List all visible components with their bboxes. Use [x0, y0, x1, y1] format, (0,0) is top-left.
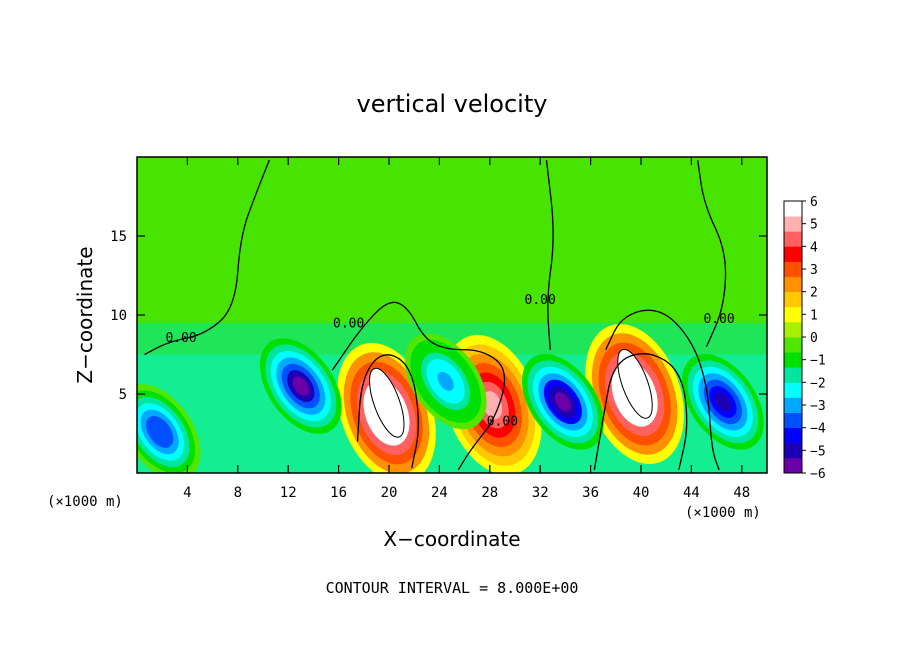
colorbar-swatch: [784, 216, 802, 232]
y-tick-label: 5: [119, 387, 127, 403]
colorbar: 6 5 4 3 2 1 0 −1 −2 −3 −4 −5 −6: [783, 195, 826, 482]
x-tick-label: 28: [481, 485, 498, 501]
colorbar-label: −6: [810, 467, 826, 482]
downdraft-level: [714, 392, 732, 412]
x-unit-left: (×1000 m): [47, 494, 123, 510]
x-tick-label: 32: [532, 485, 549, 501]
colorbar-label: −1: [810, 354, 826, 369]
x-tick-label: 16: [330, 485, 347, 501]
colorbar-label: −3: [810, 399, 826, 414]
core-contour: [617, 348, 653, 419]
x-tick-label: 36: [582, 485, 599, 501]
colorbar-swatch: [784, 246, 802, 262]
colorbar-label: 4: [810, 240, 818, 255]
colorbar-swatch: [784, 382, 802, 398]
zero-contours: [144, 159, 727, 471]
colorbar-swatch: [784, 427, 802, 444]
colorbar-swatch: [784, 337, 802, 353]
x-tick-label: 48: [733, 485, 750, 501]
downdraft-cell: [682, 354, 764, 450]
downdraft-cell: [137, 384, 201, 473]
colorbar-label: −5: [810, 444, 826, 459]
colorbar-label: 0: [810, 331, 818, 346]
colorbar-swatch: [784, 261, 802, 277]
colorbar-swatch: [784, 412, 802, 429]
downdraft-level: [292, 376, 309, 396]
zero-contour-line: [593, 353, 688, 470]
downdraft-level: [554, 392, 572, 412]
y-tick-label: 15: [110, 229, 127, 245]
contour-label: 0.00: [165, 331, 196, 346]
updraft-cell: [585, 323, 685, 465]
colorbar-swatch: [784, 276, 802, 293]
colorbar-label: −2: [810, 376, 826, 391]
updraft-level: [482, 391, 503, 420]
colorbar-label: −4: [810, 422, 826, 437]
contour-interval-footer: CONTOUR INTERVAL = 8.000E+00: [326, 579, 579, 597]
x-axis-ticks: 4 8 12 16 20 24 28 32 36 40 44 48: [183, 157, 750, 501]
x-unit-right: (×1000 m): [685, 505, 761, 521]
downdraft-cell: [259, 338, 342, 434]
colorbar-swatch: [784, 291, 802, 308]
core-contour: [369, 367, 405, 438]
y-tick-label: 10: [110, 308, 127, 324]
zero-contour-line: [605, 309, 720, 471]
colorbar-swatch: [784, 442, 802, 459]
x-axis-label: X−coordinate: [383, 527, 520, 551]
colorbar-swatch: [784, 457, 802, 474]
y-axis-label: Z−coordinate: [73, 246, 97, 383]
y-axis-ticks: 5 10 15: [110, 229, 767, 403]
contour-label: 0.00: [703, 312, 734, 327]
x-tick-label: 20: [381, 485, 398, 501]
colorbar-swatch: [784, 321, 802, 338]
colorbar-swatch: [784, 352, 802, 368]
field-layer: [137, 157, 767, 473]
colorbar-label: 6: [810, 195, 818, 210]
zero-contour-line: [144, 159, 270, 356]
colorbar-swatch: [784, 231, 802, 247]
zero-contour-line: [697, 160, 727, 347]
contour-label: 0.00: [525, 293, 556, 308]
downdraft-level: [151, 422, 168, 442]
zero-contour-line: [331, 301, 506, 471]
colorbar-swatch: [784, 397, 802, 413]
x-tick-label: 8: [234, 485, 242, 501]
colorbar-label: 1: [810, 308, 818, 323]
colorbar-swatch: [784, 306, 802, 323]
contour-label: 0.00: [487, 415, 518, 430]
contour-labels: 0.00 0.00 0.00 0.00 0.00: [165, 293, 734, 430]
zero-contour-line: [356, 354, 419, 469]
colorbar-label: 5: [810, 218, 818, 233]
colorbar-swatch: [784, 201, 802, 217]
downdraft-level: [437, 371, 454, 391]
colorbar-swatch: [784, 367, 802, 383]
x-tick-label: 4: [183, 485, 191, 501]
x-tick-label: 44: [683, 485, 700, 501]
downdraft-cell: [522, 354, 604, 450]
chart-title: vertical velocity: [357, 90, 548, 118]
downdraft-cell: [404, 333, 487, 430]
colorbar-label: 2: [810, 286, 818, 301]
x-tick-label: 40: [633, 485, 650, 501]
field-blobs: [137, 322, 767, 473]
x-tick-label: 12: [280, 485, 297, 501]
contour-label: 0.00: [333, 317, 364, 332]
x-tick-label: 24: [431, 485, 448, 501]
zero-contour-line: [545, 160, 554, 350]
colorbar-label: 3: [810, 263, 818, 278]
